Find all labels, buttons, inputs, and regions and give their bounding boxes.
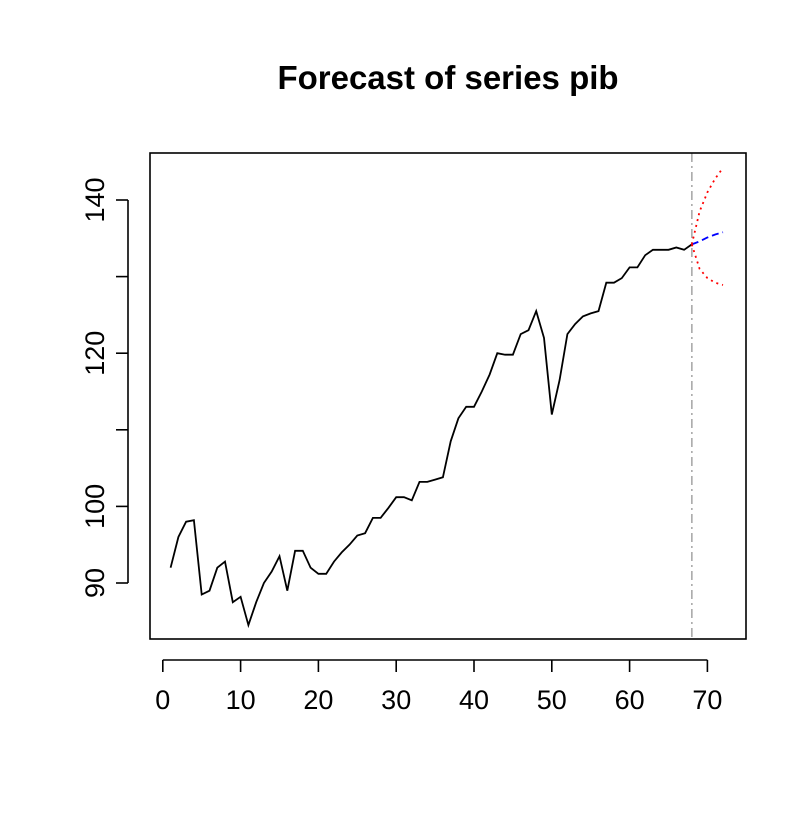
plot-frame xyxy=(149,152,747,640)
x-tick-label: 0 xyxy=(155,685,170,715)
x-axis: 0 10 20 30 40 50 60 70 xyxy=(155,659,722,715)
plot-area xyxy=(169,153,724,639)
y-tick-label: 140 xyxy=(80,177,110,222)
y-tick-label: 100 xyxy=(80,484,110,529)
series-line-lower xyxy=(690,244,724,286)
x-tick-label: 10 xyxy=(226,685,256,715)
y-axis: 90 100 120 140 xyxy=(80,177,129,598)
chart-title: Forecast of series pib xyxy=(277,59,618,96)
series-line-upper xyxy=(690,167,724,245)
x-tick-label: 30 xyxy=(381,685,411,715)
series-line-forecast xyxy=(691,231,724,246)
x-tick-label: 50 xyxy=(537,685,567,715)
series-line-observed xyxy=(169,243,693,629)
x-tick-label: 20 xyxy=(303,685,333,715)
x-tick-label: 70 xyxy=(692,685,722,715)
y-tick-label: 90 xyxy=(80,568,110,598)
x-tick-label: 40 xyxy=(459,685,489,715)
y-tick-label: 120 xyxy=(80,331,110,376)
x-tick-label: 60 xyxy=(615,685,645,715)
